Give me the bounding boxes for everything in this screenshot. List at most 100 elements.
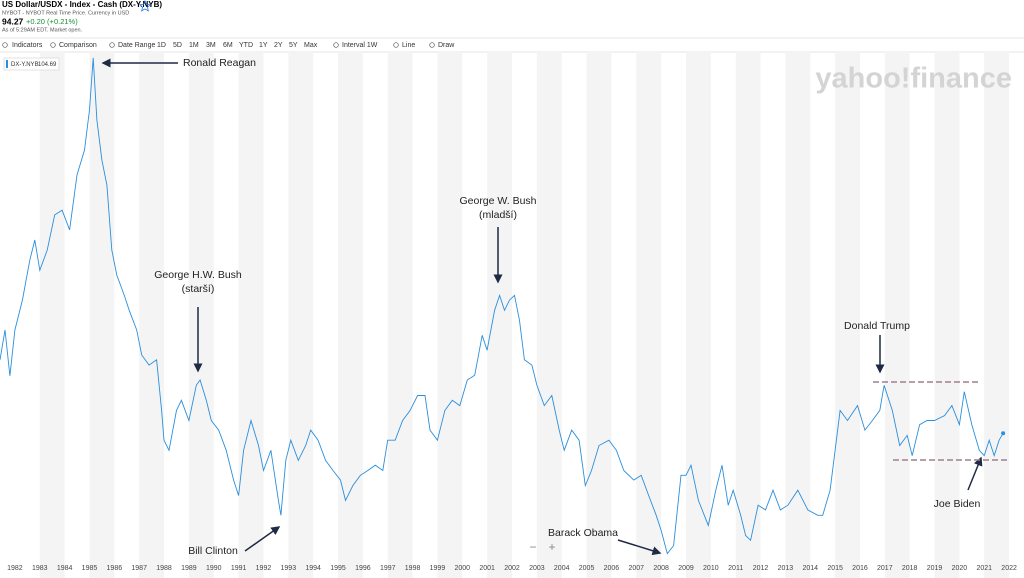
x-tick-label: 1991: [231, 565, 247, 572]
toolbar-button[interactable]: 6M: [223, 42, 233, 49]
annotation: Barack Obama: [548, 527, 618, 539]
toolbar-button[interactable]: Interval 1W: [342, 42, 378, 49]
toolbar-icon: [2, 42, 8, 48]
toolbar-button[interactable]: Draw: [438, 42, 455, 49]
toolbar-icon: [429, 42, 435, 48]
favorite-star[interactable]: [138, 0, 152, 12]
year-band: [188, 52, 214, 578]
x-tick-label: 2019: [927, 565, 943, 572]
x-tick-label: 2018: [902, 565, 918, 572]
x-tick-label: 1992: [256, 565, 272, 572]
x-tick-label: 2014: [802, 565, 818, 572]
annotation: Bill Clinton: [188, 545, 238, 557]
toolbar-icon: [333, 42, 339, 48]
x-tick-label: 2022: [1001, 565, 1017, 572]
watermark: yahoo!finance: [815, 63, 1012, 95]
x-tick-label: 2017: [877, 565, 893, 572]
series-label-box: [3, 57, 60, 71]
toolbar-button[interactable]: Indicators: [12, 42, 43, 49]
toolbar-icon: [50, 42, 56, 48]
x-tick-label: 2009: [678, 565, 694, 572]
change: +0.20 (+0.21%): [26, 17, 78, 26]
toolbar-button[interactable]: 5Y: [289, 42, 298, 49]
x-tick-label: 1995: [330, 565, 346, 572]
subtitle: NYBOT - NYBOT Real Time Price. Currency …: [2, 10, 129, 16]
x-tick-label: 2004: [554, 565, 570, 572]
zoom-out[interactable]: −: [529, 540, 536, 554]
x-tick-label: 1999: [430, 565, 446, 572]
toolbar-button[interactable]: 1M: [189, 42, 199, 49]
as-of: As of 5:29AM EDT. Market open.: [2, 27, 83, 33]
series-label-swatch: [6, 60, 8, 68]
year-band: [685, 52, 711, 578]
year-band: [835, 52, 860, 578]
x-tick-label: 2020: [952, 565, 968, 572]
toolbar-button[interactable]: YTD: [239, 42, 253, 49]
year-band: [338, 52, 363, 578]
x-tick-label: 2012: [753, 565, 769, 572]
x-tick-label: 2010: [703, 565, 719, 572]
x-tick-label: 1983: [32, 565, 48, 572]
x-tick-label: 2002: [504, 565, 520, 572]
x-tick-label: 1997: [380, 565, 396, 572]
zoom-in[interactable]: +: [548, 540, 555, 554]
toolbar-button[interactable]: 1Y: [259, 42, 268, 49]
toolbar-button[interactable]: 1D: [157, 42, 166, 49]
year-band: [884, 52, 910, 578]
toolbar: Indicators Comparison Date Range 1D 5D 1M 3M 6M…: [2, 42, 455, 49]
x-tick-label: 1998: [405, 565, 421, 572]
x-tick-label: 1987: [131, 565, 147, 572]
toolbar-icon: [109, 42, 115, 48]
x-tick-label: 2008: [653, 565, 669, 572]
year-band: [437, 52, 463, 578]
toolbar-button[interactable]: Comparison: [59, 42, 97, 49]
toolbar-icon: [393, 42, 399, 48]
x-tick-label: 2011: [728, 565, 743, 572]
x-tick-label: 2003: [529, 565, 545, 572]
annotation-arrow: [244, 526, 281, 552]
plot: 1982 1983 1984 1985 1986 1987 1988 1989 1990 1991…: [0, 52, 1017, 578]
x-tick-label: 1990: [206, 565, 222, 572]
x-tick-label: 2005: [579, 565, 595, 572]
annotation: George H.W. Bush: [154, 269, 242, 281]
annotation-arrow: [967, 456, 983, 491]
year-band: [536, 52, 562, 578]
toolbar-button[interactable]: Date Range: [118, 42, 155, 49]
toolbar-button[interactable]: 5D: [173, 42, 182, 49]
x-tick-label: 2016: [852, 565, 868, 572]
x-tick-label: 2001: [479, 565, 495, 572]
year-band: [89, 52, 115, 578]
series-label-value: 104.69: [38, 62, 57, 68]
x-tick-label: 2000: [455, 565, 471, 572]
x-tick-label: 2007: [628, 565, 644, 572]
year-band: [288, 52, 314, 578]
series-label: DX-Y.NYB: [11, 62, 39, 68]
annotation: Joe Biden: [934, 498, 981, 510]
last-point: [1001, 431, 1006, 436]
year-band: [785, 52, 811, 578]
year-band: [934, 52, 960, 578]
year-band: [586, 52, 612, 578]
toolbar-button[interactable]: Max: [304, 42, 318, 49]
x-tick-label: 1989: [181, 565, 197, 572]
x-tick-label: 2013: [778, 565, 794, 572]
year-band: [735, 52, 761, 578]
toolbar-button[interactable]: 3M: [206, 42, 216, 49]
title: US Dollar/USDX - Index - Cash (DX-Y.NYB): [2, 0, 162, 9]
toolbar-button[interactable]: 2Y: [274, 42, 283, 49]
x-tick-label: 2015: [827, 565, 843, 572]
year-band: [487, 52, 512, 578]
annotation-arrow: [617, 539, 662, 556]
x-tick-label: 2021: [976, 565, 992, 572]
x-tick-label: 1994: [305, 565, 321, 572]
annotation: (mladší): [479, 209, 517, 221]
x-tick-label: 2006: [604, 565, 620, 572]
year-band: [387, 52, 413, 578]
annotation: (starší): [182, 283, 215, 295]
year-band: [39, 52, 65, 578]
year-band: [984, 52, 1010, 578]
toolbar-button[interactable]: Line: [402, 42, 415, 49]
annotation: George W. Bush: [459, 195, 536, 207]
price: 94.27: [2, 16, 24, 26]
